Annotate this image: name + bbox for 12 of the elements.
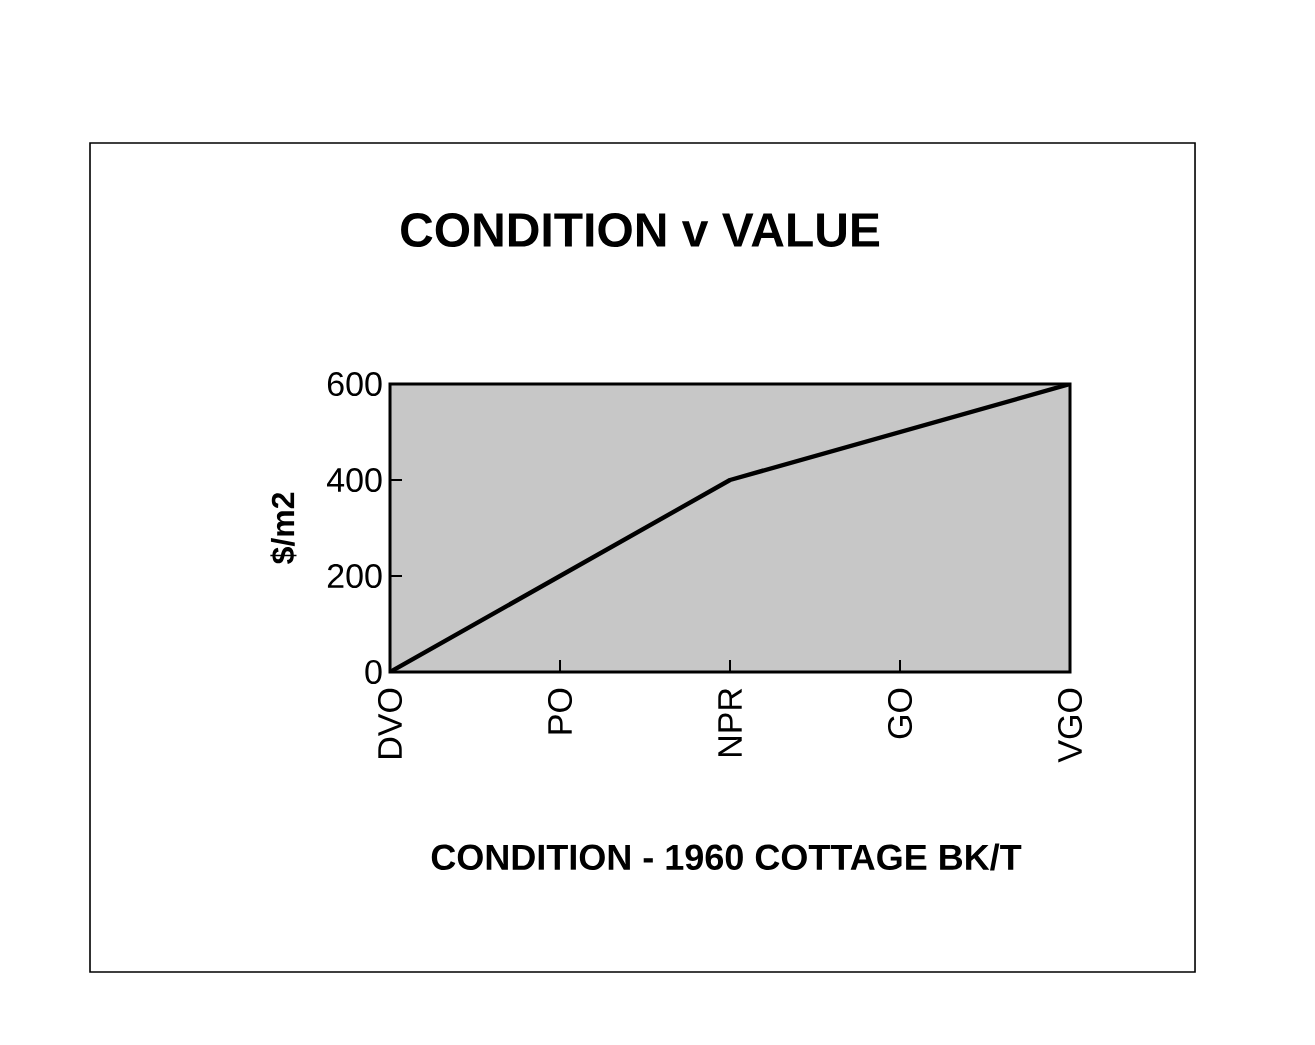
y-tick-label: 600	[327, 371, 382, 397]
y-tick-label: 0	[365, 659, 382, 685]
x-tick-label: PO	[547, 688, 573, 734]
chart-title: CONDITION v VALUE	[401, 213, 880, 247]
y-tick-label: 200	[327, 563, 382, 589]
x-tick-label: DVO	[377, 688, 403, 758]
x-axis-title: CONDITION - 1960 COTTAGE BK/T	[431, 843, 1022, 871]
x-tick-label: VGO	[1057, 688, 1083, 763]
x-tick-label: GO	[887, 688, 913, 739]
y-tick-label: 400	[327, 467, 382, 493]
y-axis-title: $/m2	[270, 492, 297, 565]
x-tick-label: NPR	[718, 688, 742, 757]
